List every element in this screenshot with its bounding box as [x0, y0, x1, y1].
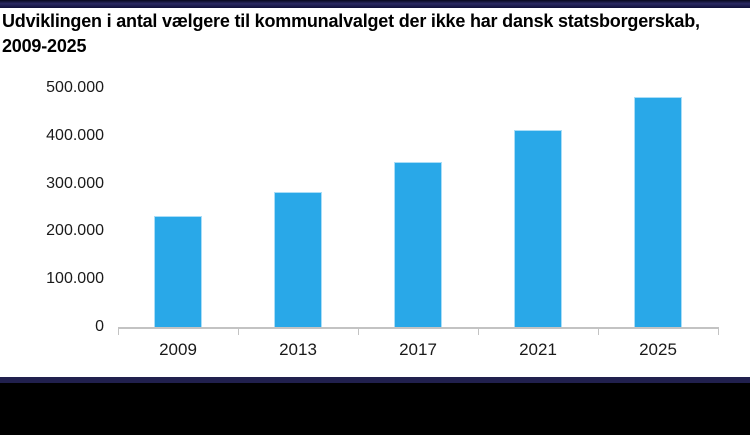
- x-axis-line: [118, 327, 719, 329]
- plot-area: [118, 88, 718, 327]
- y-axis-tick-label: 100.000: [46, 270, 104, 288]
- chart-title: Udviklingen i antal vælgere til kommunal…: [2, 11, 700, 56]
- bar-2021: [514, 130, 562, 327]
- y-axis-tick-label: 200.000: [46, 222, 104, 240]
- y-axis-tick-label: 300.000: [46, 174, 104, 192]
- x-axis-label-2013: 2013: [279, 340, 317, 359]
- x-axis-label-2021: 2021: [519, 340, 557, 359]
- bar-2017: [394, 162, 442, 327]
- x-axis-label-2025: 2025: [639, 340, 677, 359]
- y-axis-tick-label: 500.000: [46, 79, 104, 96]
- x-axis-label-2009: 2009: [159, 340, 197, 359]
- y-axis-tick-label: 400.000: [46, 126, 104, 144]
- x-axis-tick: [358, 329, 359, 335]
- x-axis-tick: [478, 329, 479, 335]
- bar-chart: 0 100.000 200.000 300.000 400.000 500.000 200…: [46, 79, 719, 359]
- bar-2009: [154, 216, 202, 327]
- bar-2025: [634, 97, 682, 327]
- x-axis-tick: [598, 329, 599, 335]
- footer-bar: [0, 383, 750, 435]
- bottom-accent-strip: [0, 377, 750, 383]
- x-axis-tick: [118, 329, 119, 335]
- x-axis-tick: [238, 329, 239, 335]
- top-accent-strip: [0, 0, 750, 8]
- x-axis-tick: [718, 329, 719, 335]
- bar-2013: [274, 192, 322, 327]
- y-axis-tick-label: 0: [95, 318, 104, 335]
- x-axis-label-2017: 2017: [399, 340, 437, 359]
